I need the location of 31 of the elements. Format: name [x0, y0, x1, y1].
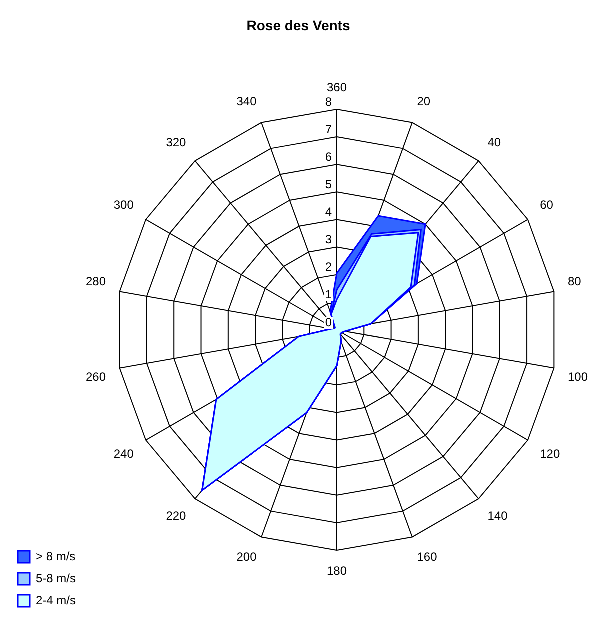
spoke-label: 180	[326, 564, 348, 578]
spoke-label: 360	[326, 80, 348, 95]
y-tick-label: 2	[325, 260, 332, 274]
spoke-label: 240	[114, 446, 134, 461]
y-tick-label: 0	[325, 315, 332, 330]
spoke-label: 320	[166, 135, 187, 150]
y-tick-label: 8	[325, 94, 332, 109]
legend-label: 2-4 m/s	[36, 593, 76, 608]
spoke-label: 140	[488, 509, 508, 524]
chart-title: Rose des Vents	[246, 17, 350, 34]
y-tick-label: 5	[325, 177, 332, 192]
y-tick-label: 3	[325, 232, 332, 247]
spoke-label: 40	[488, 135, 502, 150]
spoke-label: 160	[417, 550, 438, 564]
legend-label: > 8 m/s	[36, 549, 76, 564]
spoke-label: 100	[568, 370, 588, 384]
y-tick-label: 6	[325, 150, 332, 164]
spoke-label: 80	[568, 274, 582, 288]
spoke-label: 280	[86, 274, 106, 288]
y-tick-label: 1	[325, 288, 332, 302]
spoke-label: 220	[166, 509, 187, 524]
spoke-label: 300	[114, 198, 134, 212]
spoke-label: 60	[540, 198, 554, 212]
legend-label: 5-8 m/s	[36, 571, 76, 586]
spoke-label: 20	[417, 94, 431, 109]
y-tick-label: 4	[325, 205, 332, 220]
spoke-label: 120	[540, 446, 560, 461]
y-tick-label: 7	[325, 122, 332, 136]
spoke-label: 200	[236, 550, 258, 564]
spoke-label: 260	[86, 370, 106, 384]
spoke-label: 340	[236, 94, 258, 109]
